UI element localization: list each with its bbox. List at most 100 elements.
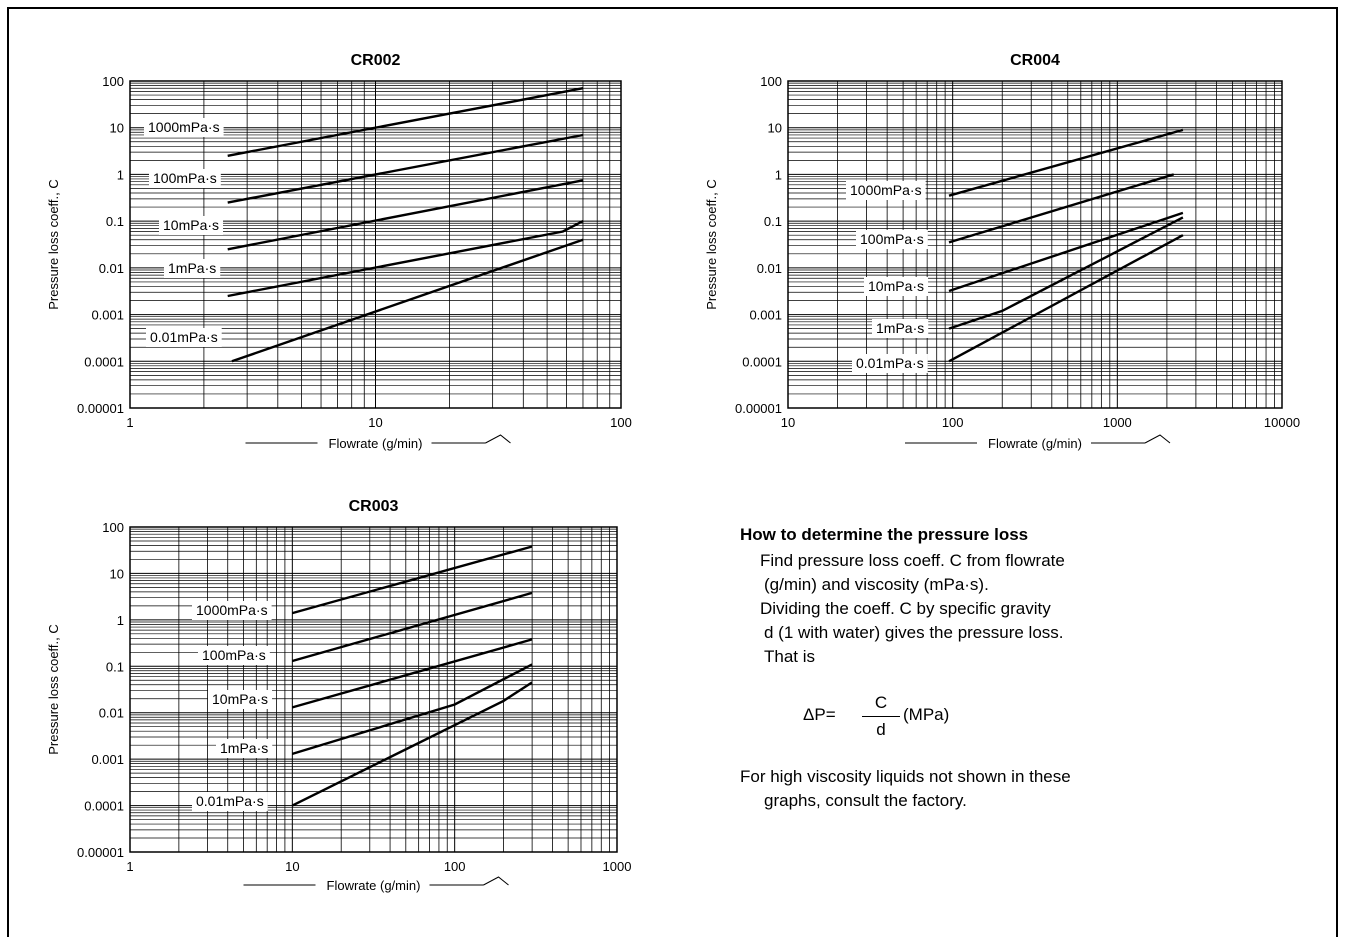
cr003-series-label-text: 1000mPa·s	[196, 602, 268, 618]
cr002-series-0-01mpa-s-line	[231, 238, 584, 363]
formula-unit: (MPa)	[903, 705, 950, 724]
cr003-xtick-label: 100	[444, 859, 466, 874]
cr004-title: CR004	[1010, 52, 1060, 69]
cr004-series-1000mpa-s-line	[948, 128, 1184, 197]
cr002-xlabel: Flowrate (g/min)	[329, 436, 423, 451]
cr004-ytick-label: 0.01	[757, 261, 782, 276]
help-line-2: (g/min) and viscosity (mPa·s).	[764, 575, 989, 594]
help-section: How to determine the pressure loss Find …	[740, 523, 1300, 669]
cr004-series-label-text: 100mPa·s	[860, 231, 924, 247]
cr003-series-label-bg	[208, 690, 273, 709]
cr003-series-label-0-01mpa-s: 0.01mPa·s	[192, 792, 268, 811]
cr004-series-label-bg	[846, 181, 926, 200]
cr003-series-100mpa-s-line	[291, 591, 533, 663]
cr004-xlabel-marker	[1144, 434, 1171, 444]
cr002-ytick-label: 100	[102, 74, 124, 89]
cr002-series-label-text: 1000mPa·s	[148, 119, 220, 135]
cr003-series-label-10mpa-s: 10mPa·s	[208, 690, 273, 709]
cr002-series-label-0-01mpa-s: 0.01mPa·s	[146, 328, 222, 347]
cr002-series-label-100mpa-s: 100mPa·s	[149, 169, 221, 188]
cr004-series-10mpa-s-line	[948, 211, 1184, 293]
cr004-series-100mpa-s-line	[948, 173, 1175, 244]
help-note: For high viscosity liquids not shown in …	[740, 765, 1071, 813]
cr002-series-1mpa-s-line	[227, 220, 584, 298]
cr003-series-label-text: 0.01mPa·s	[196, 793, 264, 809]
cr003-series-label-text: 100mPa·s	[202, 647, 266, 663]
cr002-series-label-text: 100mPa·s	[153, 170, 217, 186]
cr003-series-1mpa-s-line	[291, 663, 533, 756]
cr004-series-1mpa-s-line	[948, 216, 1184, 330]
cr004-ylabel: Pressure loss coeff., C	[704, 179, 719, 310]
cr004-series-label-text: 10mPa·s	[868, 278, 924, 294]
formula-lhs: ΔP=	[803, 705, 836, 724]
cr003-series-label-1000mpa-s: 1000mPa·s	[192, 601, 272, 620]
cr004-series-label-text: 0.01mPa·s	[856, 355, 924, 371]
help-note-line-2: graphs, consult the factory.	[764, 791, 967, 810]
cr004-series-label-1000mpa-s: 1000mPa·s	[846, 181, 926, 200]
cr002-xlabel-marker	[485, 434, 511, 444]
cr003-series-label-bg	[198, 646, 270, 665]
cr002-series-label-text: 10mPa·s	[163, 217, 219, 233]
cr002-series-label-1000mpa-s: 1000mPa·s	[144, 118, 224, 137]
cr003-series-0-01mpa-s-line	[291, 681, 533, 807]
cr002-series-label-10mpa-s: 10mPa·s	[159, 216, 224, 235]
cr003-series-label-text: 10mPa·s	[212, 691, 268, 707]
formula-denominator: d	[876, 720, 886, 739]
cr004-series-label-bg	[872, 319, 929, 338]
cr003-series-label-bg	[192, 601, 272, 620]
cr002-series-10mpa-s-line	[227, 179, 584, 251]
cr002-ytick-label: 0.1	[106, 214, 124, 229]
help-heading: How to determine the pressure loss	[740, 525, 1029, 544]
cr002-ytick-label: 10	[110, 121, 124, 136]
cr002-ytick-label: 0.01	[99, 261, 124, 276]
help-line-5: That is	[764, 647, 816, 666]
cr003-plot-frame	[129, 526, 618, 853]
cr003-series-label-text: 1mPa·s	[220, 740, 268, 756]
cr002-ylabel: Pressure loss coeff., C	[46, 179, 61, 310]
cr002-series-label-bg	[164, 259, 221, 278]
cr004-ytick-label: 0.0001	[742, 354, 782, 369]
cr002-title: CR002	[351, 52, 401, 69]
cr003-title: CR003	[349, 498, 399, 515]
cr004-xtick-label: 10000	[1264, 415, 1300, 430]
cr003-xtick-label: 10	[285, 859, 299, 874]
formula-fraction: C d	[862, 692, 900, 741]
cr002-series-label-bg	[159, 216, 224, 235]
cr004-series-label-10mpa-s: 10mPa·s	[864, 277, 929, 296]
help-line-4: d (1 with water) gives the pressure loss…	[764, 623, 1064, 642]
cr003-xtick-label: 1000	[603, 859, 632, 874]
cr002-series-label-bg	[149, 169, 221, 188]
pressure-loss-formula: ΔP= C d (MPa)	[803, 692, 1003, 752]
cr003-xtick-label: 1	[126, 859, 133, 874]
cr003-ytick-label: 10	[110, 566, 124, 581]
cr003-xlabel: Flowrate (g/min)	[327, 878, 421, 893]
cr002-ytick-label: 0.00001	[77, 401, 124, 416]
cr004-series-label-bg	[864, 277, 929, 296]
cr004-series-label-bg	[852, 354, 928, 373]
cr004-series-label-text: 1mPa·s	[876, 320, 924, 336]
cr004-series-label-text: 1000mPa·s	[850, 182, 922, 198]
cr002-series-label-text: 1mPa·s	[168, 260, 216, 276]
cr002-series-label-text: 0.01mPa·s	[150, 329, 218, 345]
cr003-ytick-label: 1	[117, 613, 124, 628]
cr004-ytick-label: 100	[760, 74, 782, 89]
cr004-ytick-label: 0.001	[749, 308, 782, 323]
cr002-series-label-bg	[144, 118, 224, 137]
cr003-ytick-label: 0.01	[99, 706, 124, 721]
cr003-ytick-label: 0.00001	[77, 845, 124, 860]
cr003-series-10mpa-s-line	[291, 638, 533, 709]
fraction-bar	[862, 716, 900, 717]
cr004-ytick-label: 0.1	[764, 214, 782, 229]
cr004-xtick-label: 10	[781, 415, 795, 430]
help-line-3: Dividing the coeff. C by specific gravit…	[760, 599, 1051, 618]
cr003-ytick-label: 0.1	[106, 659, 124, 674]
cr004-series-0-01mpa-s-line	[948, 234, 1184, 363]
cr002-ytick-label: 1	[117, 167, 124, 182]
page-frame	[7, 7, 1338, 937]
cr002-xtick-label: 10	[368, 415, 382, 430]
cr003-series-label-bg	[216, 739, 273, 758]
cr003-series-label-100mpa-s: 100mPa·s	[198, 646, 270, 665]
cr003-series-1000mpa-s-line	[291, 545, 533, 615]
